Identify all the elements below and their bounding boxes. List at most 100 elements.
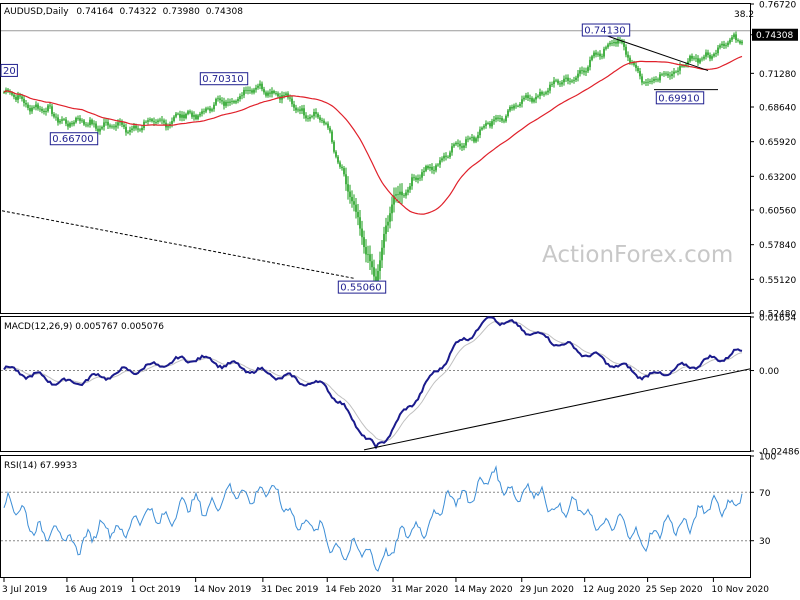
rsi-tick-label: 100 [759, 453, 776, 463]
candle-body [17, 95, 19, 100]
price-annotation-label: 0.70310 [202, 74, 243, 85]
candle-body [307, 118, 309, 120]
candle-body [245, 89, 247, 91]
candle-body [415, 177, 417, 180]
candle-body [439, 160, 441, 165]
candle-body [101, 126, 103, 129]
candle-body [95, 123, 97, 129]
candle-body [327, 123, 329, 128]
candle-body [579, 70, 581, 74]
price-tick-label: 0.52480 [759, 310, 796, 320]
rsi-line [3, 464, 743, 572]
candle-body [267, 92, 269, 96]
candle-body [21, 96, 23, 99]
candle-body [539, 91, 541, 96]
candle-body [363, 237, 365, 248]
candle-body [567, 77, 569, 81]
candle-body [329, 127, 331, 132]
candle-body [225, 101, 227, 106]
candle-body [247, 90, 249, 91]
candle-body [263, 89, 265, 93]
candle-body [469, 138, 471, 139]
moving-average-line [3, 55, 743, 215]
candle-body [741, 41, 743, 44]
candle-body [541, 91, 543, 95]
candle-body [379, 260, 381, 271]
candle-body [331, 131, 333, 142]
candle-body [419, 177, 421, 179]
candle-body [569, 80, 571, 82]
candle-body [285, 93, 287, 96]
candle-body [103, 122, 105, 127]
candle-body [481, 127, 483, 130]
candle-body [515, 105, 517, 107]
candle-body [251, 90, 253, 93]
candle-body [161, 119, 163, 121]
candle-body [105, 121, 107, 123]
candle-body [559, 83, 561, 85]
candle-body [675, 71, 677, 73]
candle-body [13, 94, 15, 97]
candle-body [727, 42, 729, 46]
candle-body [201, 111, 203, 114]
candle-body [507, 110, 509, 117]
macd-axis: 0.01654 0.00 -0.02486 [750, 314, 800, 458]
candle-body [73, 122, 75, 125]
candle-body [571, 80, 573, 82]
candle-body [297, 109, 299, 111]
candle-body [443, 155, 445, 159]
rsi-tick-label: 30 [759, 537, 771, 547]
candle-body [611, 42, 613, 44]
candle-body [187, 111, 189, 114]
candle-body [133, 125, 135, 129]
macd-line [3, 316, 743, 450]
candle-body [299, 109, 301, 111]
price-annotation-box [581, 23, 631, 37]
candle-body [339, 162, 341, 167]
candle-body [67, 123, 69, 127]
candle-body [19, 95, 21, 97]
candle-body [25, 102, 27, 105]
candle-body [431, 166, 433, 170]
candle-body [365, 247, 367, 255]
price-plot: 20 0.66700 0.70310 0.55060 0.74130 0.69910 [0, 23, 750, 294]
candle-body [511, 106, 513, 109]
candle-body [701, 58, 703, 60]
rsi-tick-label: 70 [759, 489, 771, 499]
candle-body [231, 101, 233, 102]
candle-body [355, 204, 357, 212]
candle-body [89, 119, 91, 125]
x-tick-label: 31 Dec 2019 [261, 585, 319, 595]
candle-body [677, 70, 679, 72]
candle-body [621, 40, 623, 43]
x-tick-label: 31 Mar 2020 [391, 585, 448, 595]
candle-body [375, 276, 377, 282]
candle-body [523, 97, 525, 100]
candle-body [557, 80, 559, 84]
candle-body [627, 54, 629, 58]
x-tick-label: 12 Aug 2020 [583, 585, 641, 595]
candle-body [317, 113, 319, 118]
candle-body [203, 111, 205, 113]
candle-body [147, 120, 149, 122]
candle-body [303, 108, 305, 116]
candle-body [451, 146, 453, 153]
candle-body [377, 270, 379, 282]
candle-body [111, 126, 113, 128]
candle-body [725, 45, 727, 47]
candle-body [593, 52, 595, 57]
candle-body [119, 121, 121, 123]
candle-body [319, 117, 321, 121]
x-tick-label: 10 Nov 2020 [711, 585, 769, 595]
candle-body [565, 77, 567, 79]
candle-body [373, 267, 375, 277]
candle-body [457, 142, 459, 144]
candle-body [719, 45, 721, 48]
candle-body [287, 93, 289, 98]
candle-body [97, 128, 99, 132]
price-annotation-box [655, 91, 705, 105]
price-tick-label: 0.65920 [759, 138, 796, 148]
candle-body [613, 42, 615, 44]
candle-body [447, 156, 449, 158]
candle-body [295, 107, 297, 111]
